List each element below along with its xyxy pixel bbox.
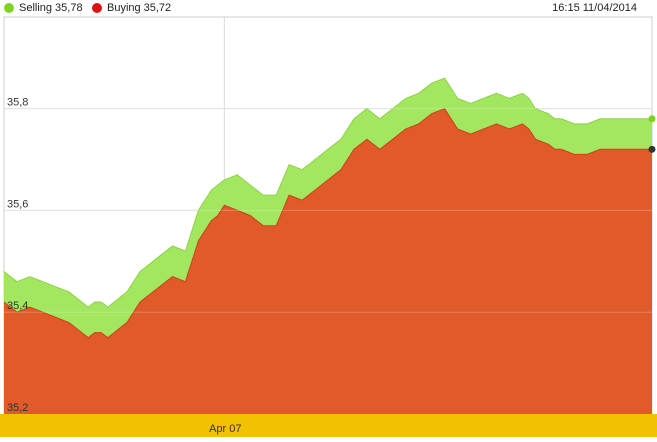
timestamp: 16:15 11/04/2014 <box>552 2 637 14</box>
chart-legend: Selling 35,78 Buying 35,72 16:15 11/04/2… <box>0 0 657 16</box>
legend-selling-label: Selling <box>19 2 53 14</box>
legend-selling[interactable]: Selling 35,78 <box>4 2 83 14</box>
y-tick-label: 35,2 <box>7 402 28 414</box>
series-line-selling <box>3 77 652 308</box>
y-tick-label: 35,6 <box>7 198 28 210</box>
legend-selling-value: 35,78 <box>55 2 83 14</box>
series-line-buying <box>3 107 652 339</box>
legend-buying-label: Buying <box>107 2 141 14</box>
y-tick-label: 35,8 <box>7 97 28 109</box>
y-tick-label: 35,4 <box>7 300 28 312</box>
series-area-buying[interactable] <box>4 108 652 414</box>
x-axis-band <box>0 414 657 437</box>
buying-end-marker[interactable] <box>648 145 656 153</box>
legend-buying[interactable]: Buying 35,72 <box>92 2 171 14</box>
legend-buying-value: 35,72 <box>143 2 172 14</box>
x-tick-label: Apr 07 <box>209 423 241 435</box>
selling-end-marker[interactable] <box>648 115 656 123</box>
buying-dot-icon <box>92 3 102 13</box>
selling-dot-icon <box>4 3 14 13</box>
